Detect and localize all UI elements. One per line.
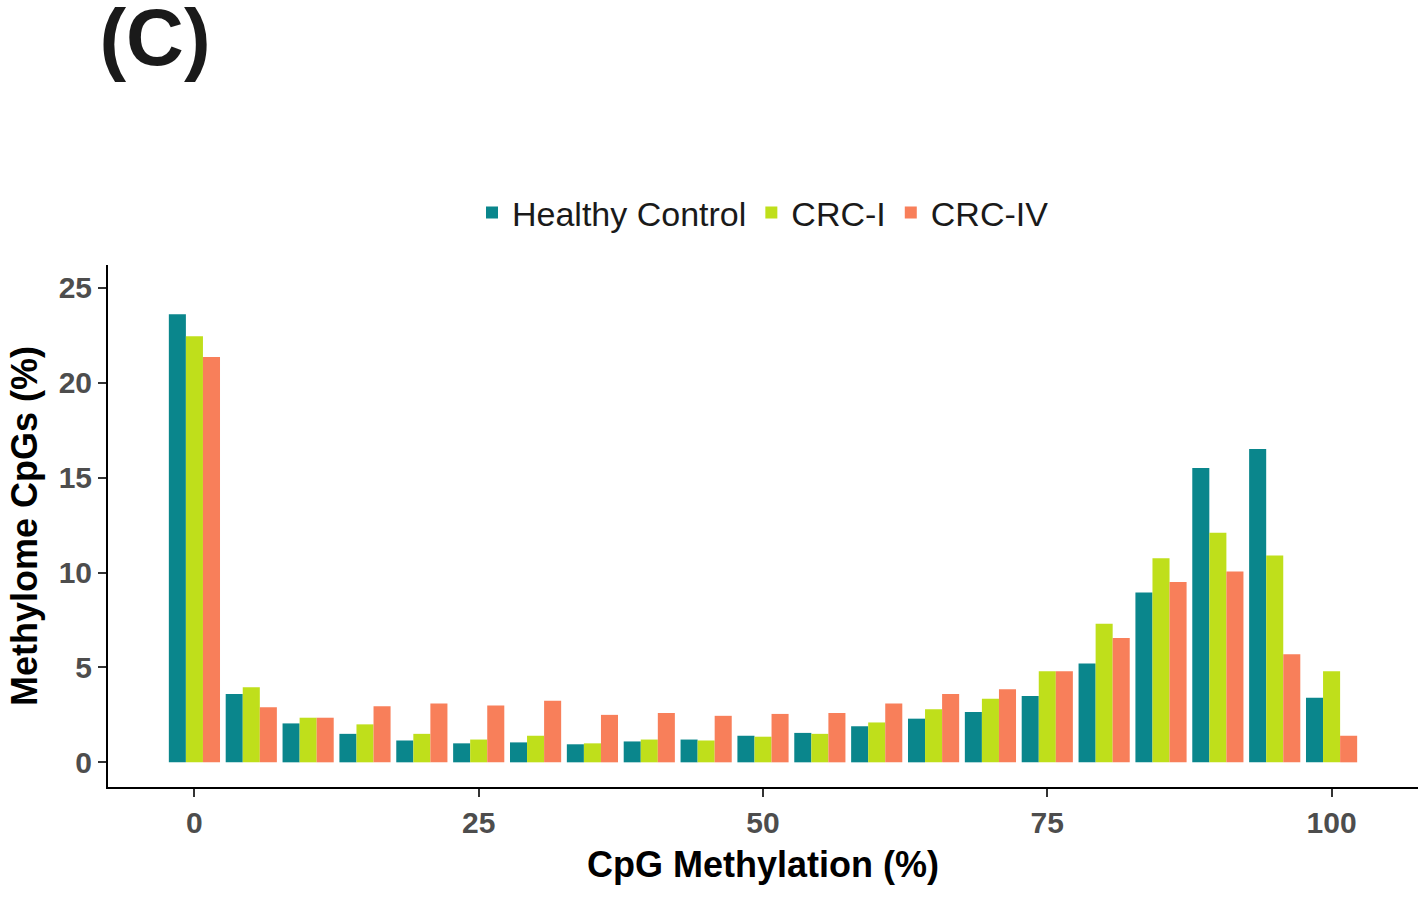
svg-text:Methylome CpGs (%): Methylome CpGs (%) xyxy=(4,346,45,706)
svg-text:20: 20 xyxy=(59,366,92,399)
svg-text:10: 10 xyxy=(59,556,92,589)
svg-text:CRC-I: CRC-I xyxy=(791,195,885,233)
svg-text:(C): (C) xyxy=(99,0,210,82)
svg-text:Healthy Control: Healthy Control xyxy=(512,195,746,233)
svg-text:CRC-IV: CRC-IV xyxy=(931,195,1048,233)
svg-text:75: 75 xyxy=(1031,806,1064,839)
svg-text:25: 25 xyxy=(59,271,92,304)
svg-text:0: 0 xyxy=(75,746,92,779)
svg-text:15: 15 xyxy=(59,461,92,494)
svg-text:100: 100 xyxy=(1307,806,1357,839)
svg-text:25: 25 xyxy=(462,806,495,839)
svg-text:CpG Methylation (%): CpG Methylation (%) xyxy=(587,844,939,885)
svg-text:0: 0 xyxy=(186,806,203,839)
svg-text:50: 50 xyxy=(746,806,779,839)
svg-text:5: 5 xyxy=(75,651,92,684)
